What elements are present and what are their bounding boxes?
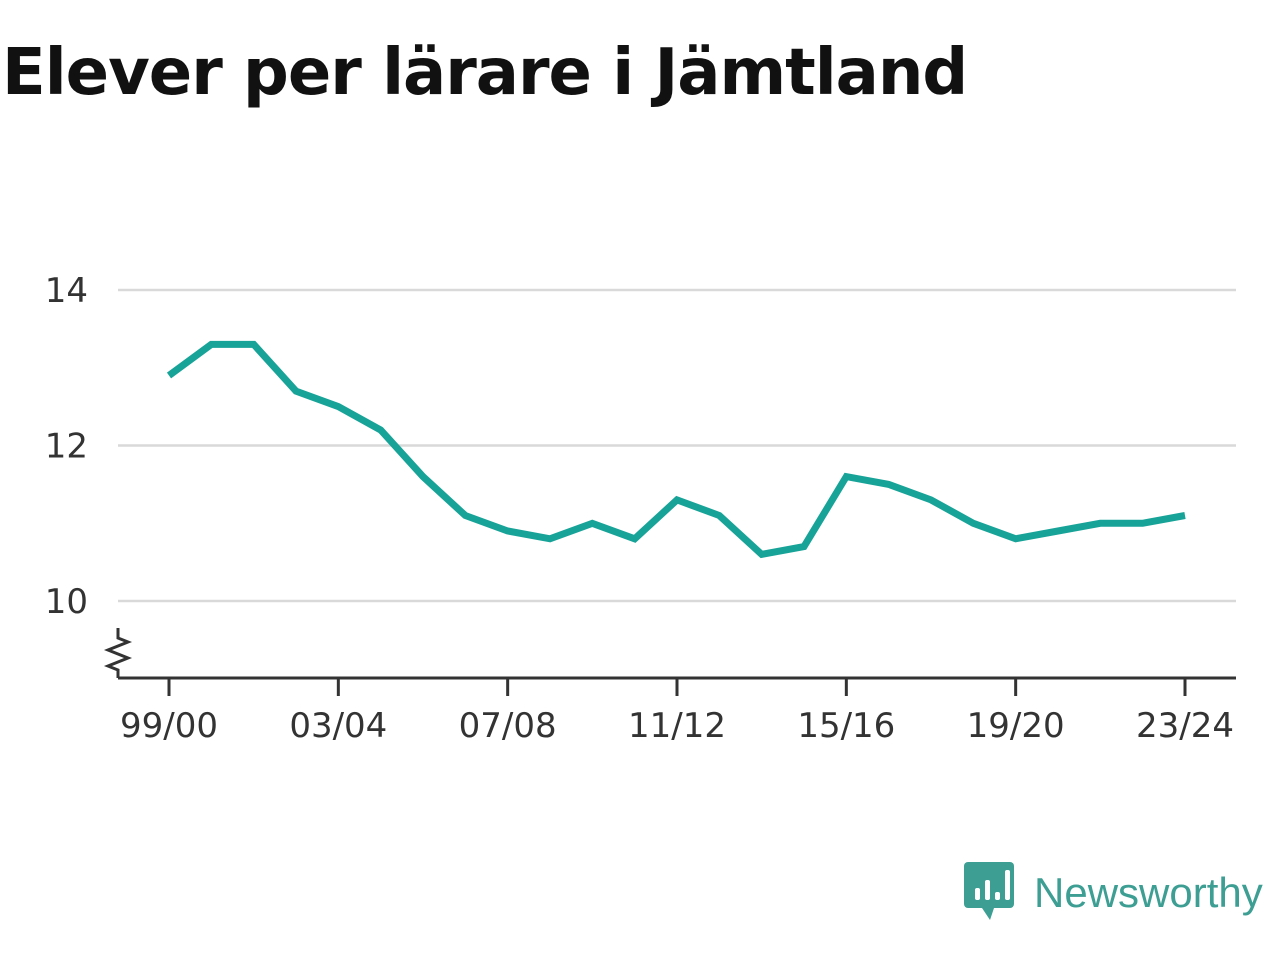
y-tick-label: 10 — [45, 582, 88, 622]
grid-lines — [118, 288, 1236, 603]
brand-logo: Newsworthy — [964, 862, 1263, 924]
x-axis — [103, 628, 1236, 680]
x-tick-label: 99/00 — [120, 706, 218, 746]
x-tick-label: 07/08 — [459, 706, 557, 746]
x-tick-label: 23/24 — [1136, 706, 1234, 746]
newsworthy-logo-icon — [964, 862, 1014, 920]
axis-break-icon — [103, 628, 133, 678]
x-tick-label: 19/20 — [967, 706, 1065, 746]
chart-title: Elever per lärare i Jämtland — [2, 36, 968, 110]
x-tick-label: 11/12 — [628, 706, 726, 746]
series-layer — [166, 340, 1186, 559]
brand-name: Newsworthy — [1034, 869, 1263, 916]
y-tick-label: 14 — [45, 271, 88, 311]
y-tick-label: 12 — [45, 427, 88, 467]
series-line — [166, 340, 1186, 559]
y-axis-ticks: 10 12 14 — [45, 271, 88, 622]
x-axis-ticks: 99/00 03/04 07/08 11/12 15/16 19/20 23/24 — [120, 678, 1234, 746]
x-tick-label: 03/04 — [289, 706, 387, 746]
x-tick-label: 15/16 — [797, 706, 895, 746]
line-chart: 10 12 14 99/00 03/04 07/08 11/12 15/16 19/20 23/… — [45, 271, 1236, 746]
